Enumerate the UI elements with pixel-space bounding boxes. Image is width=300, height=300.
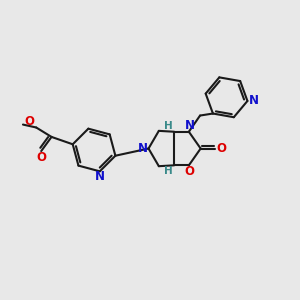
Text: O: O [36, 151, 46, 164]
Text: H: H [164, 166, 172, 176]
Text: N: N [185, 119, 195, 132]
Text: N: N [95, 170, 105, 183]
Text: H: H [164, 122, 172, 131]
Text: N: N [138, 142, 148, 155]
Text: O: O [25, 115, 35, 128]
Text: O: O [185, 165, 195, 178]
Text: N: N [249, 94, 259, 107]
Text: O: O [217, 142, 227, 155]
